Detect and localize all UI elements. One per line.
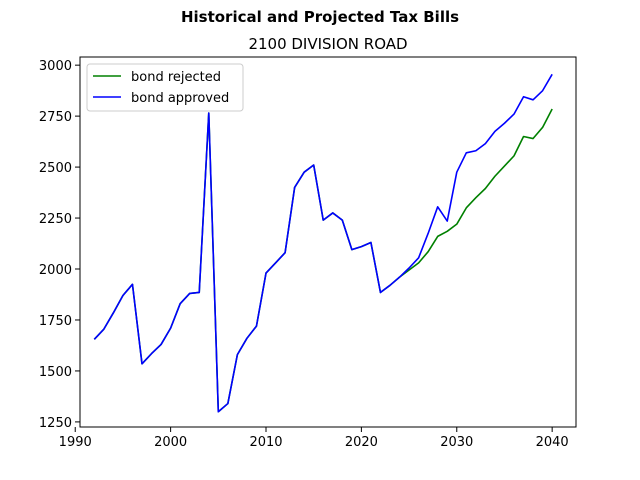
x-tick-label: 2040 — [536, 435, 569, 450]
y-tick-label: 2500 — [39, 161, 72, 176]
x-tick-label: 2030 — [440, 435, 473, 450]
y-tick-label: 2250 — [39, 212, 72, 227]
y-tick-label: 2000 — [39, 263, 72, 278]
legend: bond rejected bond approved — [86, 63, 244, 112]
y-tick-label: 1500 — [39, 365, 72, 380]
legend-label-bond-rejected: bond rejected — [131, 70, 221, 85]
x-tick-label: 2000 — [154, 435, 187, 450]
series-line-bond-rejected — [93, 108, 553, 413]
x-tick-label: 2010 — [249, 435, 282, 450]
y-tick-label: 2750 — [39, 110, 72, 125]
y-tick-label: 3000 — [39, 59, 72, 74]
series-layer — [93, 73, 553, 413]
y-axis: 1250 1500 1750 2000 2250 2500 2750 3000 — [39, 59, 80, 431]
x-axis: 1990 2000 2010 2020 2030 2040 — [59, 427, 569, 450]
series-line-bond-approved — [93, 73, 553, 413]
x-tick-label: 1990 — [59, 435, 92, 450]
y-tick-label: 1250 — [39, 416, 72, 431]
axes-frame — [79, 56, 577, 428]
chart-suptitle: Historical and Projected Tax Bills — [181, 8, 459, 26]
plot-area: 1990 2000 2010 2020 2030 2040 1250 1500 1750 200… — [39, 56, 577, 450]
x-tick-label: 2020 — [345, 435, 378, 450]
y-tick-label: 1750 — [39, 314, 72, 329]
legend-label-bond-approved: bond approved — [131, 91, 229, 106]
legend-box — [86, 63, 244, 112]
chart-title: 2100 DIVISION ROAD — [248, 35, 407, 53]
